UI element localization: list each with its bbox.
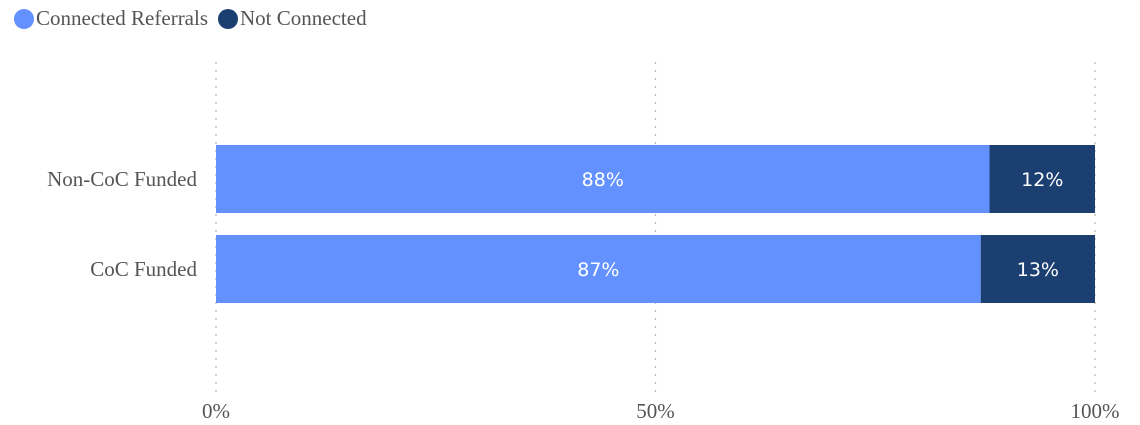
legend-swatch-connected-referrals: [14, 8, 34, 29]
legend-label-connected-referrals: Connected Referrals: [36, 6, 209, 30]
category-label-1: CoC Funded: [90, 257, 197, 281]
chart-legend: Connected Referrals Not Connected: [14, 6, 367, 31]
bar-connected-0[interactable]: [216, 145, 990, 213]
bar-connected-1[interactable]: [216, 235, 981, 303]
bar-not-connected-0[interactable]: [989, 145, 1095, 213]
legend-item-not-connected[interactable]: Not Connected: [218, 6, 367, 31]
category-label-0: Non-CoC Funded: [47, 167, 197, 191]
data-label-not-connected-0: 12%: [1021, 169, 1063, 191]
data-label-not-connected-1: 13%: [1017, 259, 1059, 281]
x-tick-label-0: 0%: [202, 399, 230, 423]
bar-not-connected-1[interactable]: [980, 235, 1095, 303]
data-label-connected-1: 87%: [577, 259, 619, 281]
legend-swatch-not-connected: [218, 8, 239, 29]
legend-label-not-connected: Not Connected: [240, 6, 367, 30]
legend-item-connected-referrals[interactable]: Connected Referrals: [14, 6, 208, 31]
data-label-connected-0: 88%: [582, 169, 624, 191]
x-tick-label-50: 50%: [636, 399, 675, 423]
x-tick-label-100: 100%: [1071, 399, 1120, 423]
